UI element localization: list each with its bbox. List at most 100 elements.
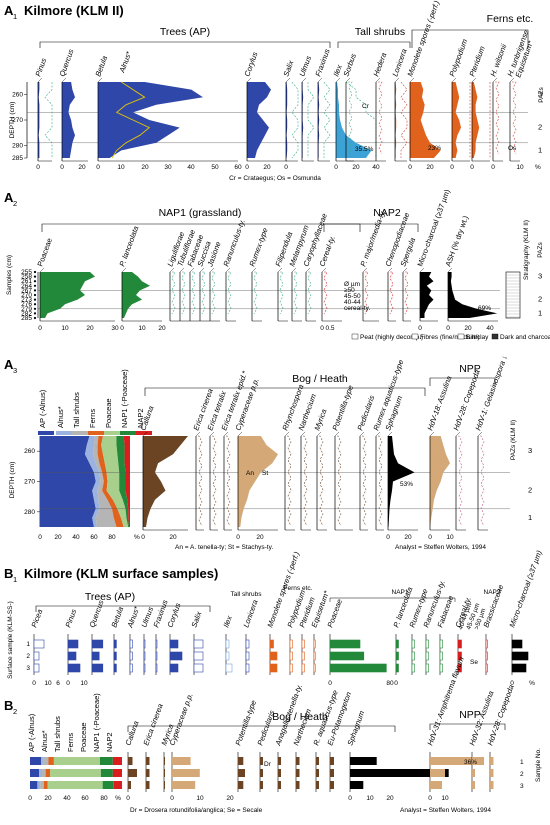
cereal-legend-4: cereal-ty.: [344, 305, 370, 312]
b2-bar-eu-potamogeton-1: [330, 757, 334, 765]
bar-cereal-ty-1: [457, 639, 462, 649]
taxon-label-salix: Salix: [281, 59, 295, 78]
sample-tick-label-264: 264: [21, 283, 32, 290]
b2-summary-3-1: [37, 781, 41, 789]
area-micro-charcoal-37-m: [420, 272, 434, 318]
profile-potentilla-type: Potentilla-type: [330, 384, 355, 531]
depth-tick-label-270: 270: [12, 117, 23, 124]
area-polypodium: [452, 82, 461, 158]
summary-band-nap2: [123, 436, 130, 527]
sample-tick-label-276: 276: [21, 301, 32, 308]
x-tick-a3-sum-0: 0: [38, 534, 42, 541]
summary-legend-ap-alnus: AP (-Alnus): [38, 389, 47, 428]
bar-monolete-spores-perf-1: [269, 639, 274, 649]
trace-narthecium: [303, 435, 308, 527]
bar-column-picea: Picea: [29, 608, 45, 675]
bar-polypodium-2: [289, 651, 293, 661]
x-tick-b2-sum-1: 20: [44, 795, 52, 802]
bar-alnus-1: [129, 639, 133, 649]
stratigraphy-column: [505, 271, 521, 319]
sample-tick-label-270: 270: [21, 292, 32, 299]
label-leader-ranunculus-ty: [225, 267, 231, 273]
group-bracket-bog-b2: [127, 725, 396, 732]
profile-ulmus: Ulmus: [297, 54, 315, 162]
profile-cereal-ty: Cereal-ty.: [317, 235, 342, 322]
panel-letter-a1: A: [4, 3, 14, 18]
b2-row-label-2: 2: [520, 771, 524, 778]
cereal-legend-2: 45-50: [344, 293, 361, 300]
x-tick-b1-2: 6: [56, 680, 60, 687]
label-leader-caryophyllaceae: [305, 267, 311, 273]
taxon-label-ilex: Ilex: [331, 63, 344, 77]
x-tick-a2-9: 0: [418, 325, 422, 332]
label-leader-hdv-28-copepoda: [455, 431, 461, 437]
area-sphagnum: [388, 436, 415, 527]
depth-tick-label-280: 280: [12, 142, 23, 149]
bar-poaceae-2: [329, 651, 365, 661]
strat-legend-swatch-3: [491, 333, 499, 340]
bar-column-p-lanceolata: P. lanceolata: [391, 586, 414, 675]
trace-h-tunbrigense: [512, 81, 517, 155]
bar-column-salix: Salix: [189, 610, 204, 675]
summary-legend-swatch-3: [88, 431, 104, 435]
b2-summary-1-4: [53, 757, 100, 765]
area-corylus: [247, 82, 271, 158]
panel-letter-b2: B: [4, 698, 13, 713]
x-tick-a2-11: 20: [464, 325, 472, 332]
profile-myrica: Myrica: [312, 408, 328, 531]
x-tick-a1-8: 50: [211, 164, 219, 171]
b2-bar-eu-potamogeton-3: [330, 781, 334, 789]
profile-hdv-1-gelasinospora: HdV-1: Gelasinospora ↓: [473, 354, 509, 531]
b2-bar-anagallis-tenella-ty-1: [278, 757, 281, 765]
label-leader-erica-cinerea: [195, 431, 201, 437]
taxon-label-hedera: Hedera: [371, 51, 388, 77]
depth-axis-label-a1: DEPTH (cm): [9, 102, 16, 139]
b2-summary-2-3: [45, 769, 51, 777]
profile-corylus: Corylus: [242, 50, 287, 162]
unit-percent-a1: %: [535, 164, 541, 171]
x-tick-b1-7: 0: [394, 680, 398, 687]
x-tick-a1-10: 0: [245, 164, 249, 171]
b2-taxon-cyperaceae-p-p: Cyperaceae p.p.: [167, 692, 194, 747]
x-tick-a1-7: 40: [187, 164, 195, 171]
taxon-label-ilex: Ilex: [221, 614, 234, 628]
group-header-ferns: Ferns etc.: [487, 13, 534, 25]
x-tick-a2-7: 0: [320, 325, 324, 332]
annotation-se: Se: [470, 659, 478, 666]
taxon-label-monolete-spores-perf: Monolete spores (-perf.): [405, 0, 441, 78]
b2-bar-potentilla-type-3: [238, 781, 244, 789]
b2-bar-erica-cinerea-2: [146, 769, 150, 777]
footnote-a1: Cr = Crataegus; Os = Osmunda: [229, 175, 321, 182]
zone-label-a2: 2: [538, 295, 542, 304]
taxon-label-alnus: Alnus*: [117, 49, 134, 74]
taxon-label-fraxinus: Fraxinus: [313, 47, 331, 77]
trace-erica-tetralix: [212, 435, 217, 527]
x-tick-a1-18: 0: [450, 164, 454, 171]
bar-ilex-2: [225, 651, 230, 661]
b2-bar-calluna-1: [128, 757, 133, 765]
x-tick-a2-1: 10: [61, 325, 69, 332]
x-tick-a2-5: 10: [138, 325, 146, 332]
zone-label-a3: 1: [528, 513, 532, 522]
bar-column-polypodium: Polypodium: [285, 589, 307, 675]
trace-pedicularis: [362, 435, 367, 527]
label-leader-rumex-aquaticus-type: [375, 431, 381, 437]
cereal-legend-3: 40-44: [344, 299, 361, 306]
x-tick-a3-2: 0: [236, 534, 240, 541]
depth-tick-label-285: 285: [12, 155, 23, 162]
b2-bar-hdv-31-amphitrema-flavum-2: [430, 769, 445, 777]
sample-dot-276: [33, 303, 37, 306]
x-tick-a1-4: 10: [117, 164, 125, 171]
bar-ulmus-2: [143, 651, 146, 661]
bar-betula-1: [113, 639, 117, 649]
label-leader-succisa: [199, 267, 205, 273]
profile-filipendula: Filipendula: [273, 231, 294, 322]
b2-bar-eu-potamogeton-2: [330, 769, 334, 777]
label-leader-quercus: [61, 77, 67, 83]
b2-bar-hdv-28-copepoda-1: [490, 757, 494, 765]
b2-summary-1-0: [30, 757, 41, 765]
x-tick-a1-15: 40: [372, 164, 380, 171]
sample-dot-267: [33, 289, 37, 292]
bar-equisetum-1: [313, 639, 316, 649]
